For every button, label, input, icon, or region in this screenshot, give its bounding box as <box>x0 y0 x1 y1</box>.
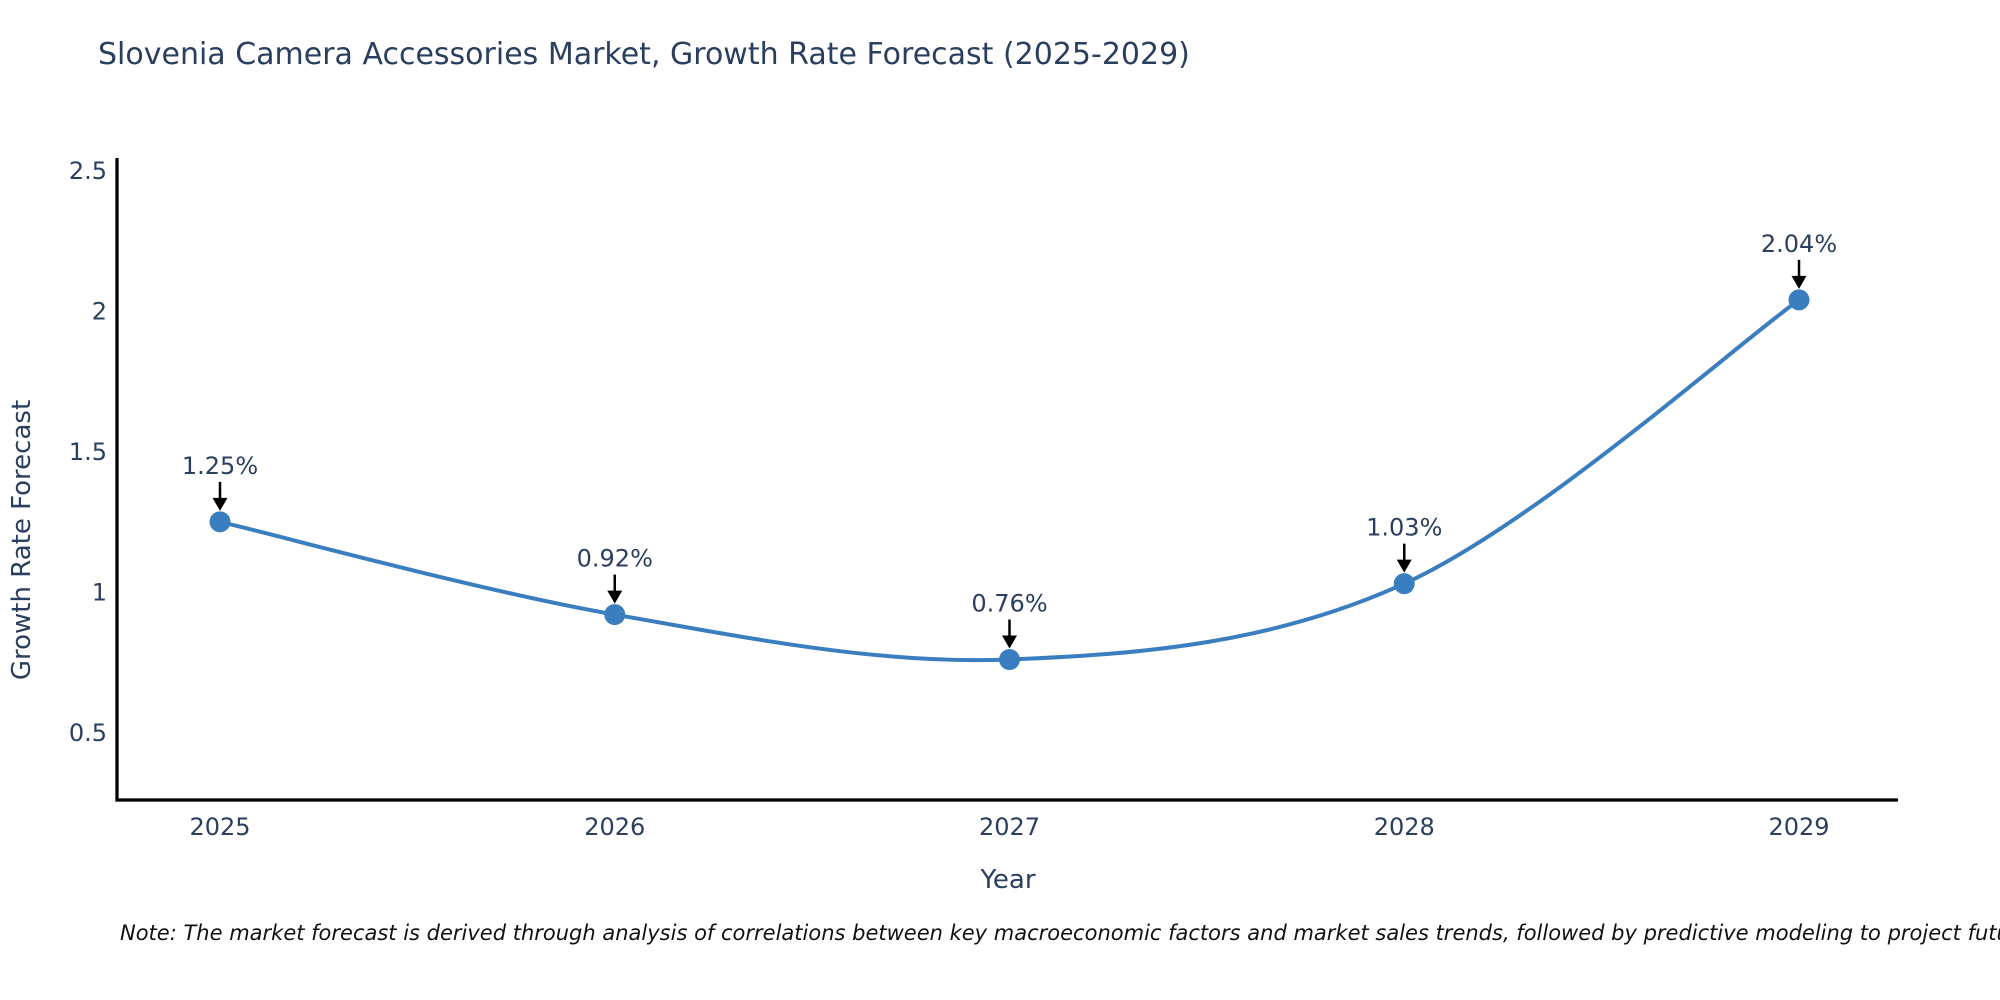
y-tick-label: 2.5 <box>69 157 107 185</box>
chart-title: Slovenia Camera Accessories Market, Grow… <box>98 37 1190 72</box>
annotation-arrowhead-icon <box>212 497 228 511</box>
x-axis-title: Year <box>979 865 1035 895</box>
footnote: Note: The market forecast is derived thr… <box>120 921 2000 945</box>
y-tick-label: 1 <box>92 579 107 607</box>
series-marker-layer <box>209 289 1810 671</box>
axis-spines <box>115 158 1898 802</box>
data-point-marker[interactable] <box>1393 573 1415 595</box>
x-tick-label: 2027 <box>979 813 1040 841</box>
y-tick-label: 2 <box>92 298 107 326</box>
data-point-marker[interactable] <box>1788 289 1810 311</box>
y-axis-ticks: 0.5 1 1.5 2 2.5 <box>69 157 107 747</box>
annotation-arrowhead-icon <box>1791 275 1807 289</box>
x-tick-label: 2029 <box>1768 813 1829 841</box>
x-axis-ticks: 2025 2026 2027 2028 2029 <box>189 813 1829 841</box>
x-tick-label: 2028 <box>1374 813 1435 841</box>
annotation-arrowhead-icon <box>1002 635 1017 649</box>
annotation-arrowhead-icon <box>607 590 623 604</box>
annotation-layer: 1.25% 0.92% 0.76% 1.03% 2.04% <box>182 230 1837 649</box>
data-point-marker[interactable] <box>604 604 626 626</box>
y-tick-label: 0.5 <box>69 719 107 747</box>
point-value-label: 1.25% <box>182 452 258 480</box>
point-value-label: 1.03% <box>1366 514 1442 542</box>
point-value-label: 0.92% <box>577 545 653 573</box>
data-point-marker[interactable] <box>209 511 231 533</box>
y-tick-label: 1.5 <box>69 438 107 466</box>
x-tick-label: 2026 <box>584 813 645 841</box>
point-value-label: 0.76% <box>971 590 1047 618</box>
data-point-marker[interactable] <box>999 649 1020 671</box>
y-axis-title: Growth Rate Forecast <box>7 400 37 680</box>
point-value-label: 2.04% <box>1761 230 1837 258</box>
annotation-arrowhead-icon <box>1396 559 1412 573</box>
x-tick-label: 2025 <box>189 813 250 841</box>
